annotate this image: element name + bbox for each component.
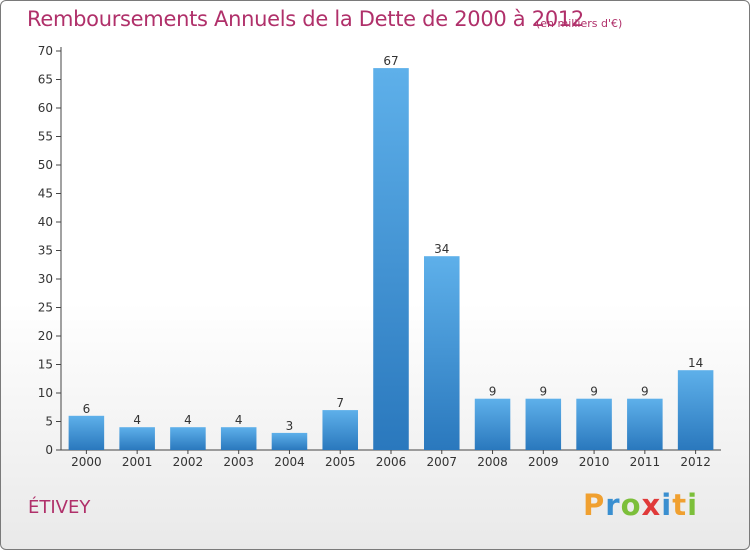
data-label: 7 bbox=[336, 396, 344, 410]
x-tick-label: 2000 bbox=[71, 455, 102, 469]
data-label: 4 bbox=[184, 413, 192, 427]
bar bbox=[170, 427, 206, 450]
x-tick-label: 2001 bbox=[122, 455, 153, 469]
x-tick-label: 2010 bbox=[579, 455, 610, 469]
x-tick-label: 2012 bbox=[680, 455, 711, 469]
data-label: 67 bbox=[383, 54, 398, 68]
y-tick-label: 45 bbox=[38, 187, 53, 201]
data-label: 9 bbox=[489, 385, 497, 399]
data-label: 3 bbox=[286, 419, 294, 433]
commune-name: ÉTIVEY bbox=[28, 497, 91, 518]
data-label: 6 bbox=[83, 402, 91, 416]
x-tick-label: 2002 bbox=[173, 455, 204, 469]
bar bbox=[525, 398, 562, 450]
y-tick-label: 65 bbox=[38, 73, 53, 87]
data-label: 4 bbox=[133, 413, 141, 427]
y-tick-label: 55 bbox=[38, 130, 53, 144]
y-tick-label: 15 bbox=[38, 358, 53, 372]
data-labels: 2000 6 2001 4 2002 4 2003 4 2004 3 2005 7 2006 67 2007… bbox=[71, 54, 711, 469]
y-tick-label: 5 bbox=[45, 415, 53, 429]
bar bbox=[373, 68, 409, 450]
bar bbox=[627, 398, 663, 450]
logo-letter: i bbox=[661, 488, 673, 522]
bar bbox=[322, 410, 358, 450]
logo-letter: t bbox=[672, 488, 688, 522]
chart-title: Remboursements Annuels de la Dette de 20… bbox=[27, 7, 584, 31]
chart-axes: 0 5 10 15 20 25 30 35 40 45 50 55 60 65 70 bbox=[38, 44, 721, 457]
data-label: 9 bbox=[590, 385, 598, 399]
x-tick-label: 2004 bbox=[274, 455, 305, 469]
logo-letter: x bbox=[641, 488, 662, 522]
bar bbox=[271, 432, 308, 450]
data-label: 14 bbox=[688, 356, 703, 370]
y-tick-label: 0 bbox=[45, 443, 53, 457]
bar bbox=[424, 256, 460, 450]
data-label: 9 bbox=[641, 385, 649, 399]
logo-letter: P bbox=[583, 488, 606, 522]
bar bbox=[474, 398, 511, 450]
x-tick-label: 2003 bbox=[223, 455, 254, 469]
x-tick-label: 2008 bbox=[477, 455, 508, 469]
bar bbox=[576, 398, 612, 450]
bar bbox=[220, 427, 257, 450]
bar-series bbox=[68, 68, 714, 450]
y-tick-label: 30 bbox=[38, 272, 53, 286]
chart-subtitle: (en milliers d'€) bbox=[536, 17, 623, 30]
data-label: 4 bbox=[235, 413, 243, 427]
x-tick-label: 2005 bbox=[325, 455, 356, 469]
y-tick-label: 20 bbox=[38, 329, 53, 343]
logo-letter: i bbox=[687, 488, 699, 522]
x-tick-label: 2011 bbox=[630, 455, 661, 469]
x-tick-label: 2007 bbox=[426, 455, 457, 469]
x-tick-label: 2006 bbox=[376, 455, 407, 469]
bar bbox=[68, 415, 105, 450]
y-tick-label: 25 bbox=[38, 301, 53, 315]
y-tick-label: 35 bbox=[38, 244, 53, 258]
logo-letter: r bbox=[605, 488, 621, 522]
y-tick-label: 70 bbox=[38, 44, 53, 58]
y-tick-label: 50 bbox=[38, 158, 53, 172]
data-label: 9 bbox=[539, 385, 547, 399]
bar bbox=[677, 370, 714, 450]
bar bbox=[119, 427, 155, 450]
data-label: 34 bbox=[434, 242, 449, 256]
y-tick-label: 10 bbox=[38, 386, 53, 400]
y-tick-label: 60 bbox=[38, 101, 53, 115]
y-tick-label: 40 bbox=[38, 215, 53, 229]
x-tick-label: 2009 bbox=[528, 455, 559, 469]
proxiti-logo[interactable]: Proxiti bbox=[583, 488, 697, 528]
logo-letter: o bbox=[620, 488, 642, 522]
